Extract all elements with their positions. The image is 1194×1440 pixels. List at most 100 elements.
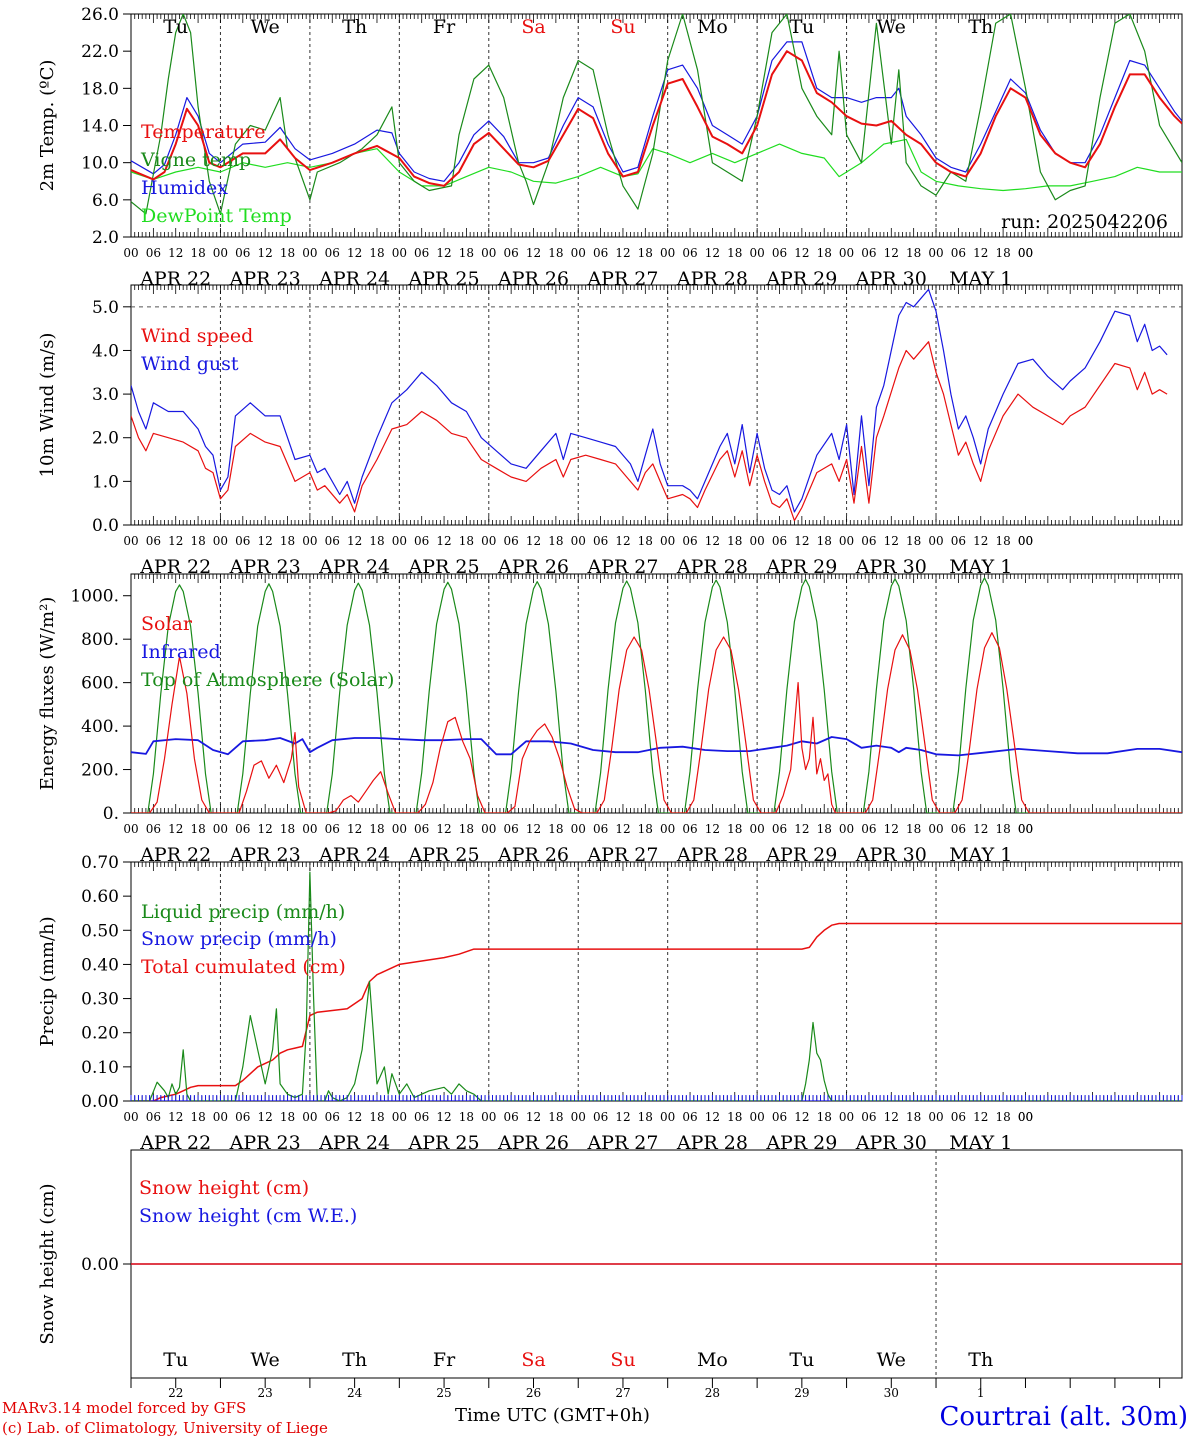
- hour-tick-label: 18: [548, 246, 563, 260]
- y-tick-label: 0.70: [81, 853, 119, 873]
- hour-tick-label: 00: [928, 534, 943, 548]
- hour-tick-label: 18: [548, 822, 563, 836]
- series-line-wind-speed: [131, 341, 1168, 522]
- hour-tick-label: 18: [190, 822, 205, 836]
- hour-tick-label: 00: [392, 822, 407, 836]
- y-tick-label: 0.60: [81, 887, 119, 907]
- hour-tick-label: 00: [749, 534, 764, 548]
- hour-tick-label: 06: [504, 246, 519, 260]
- y-tick-label: 0.40: [81, 955, 119, 975]
- day-label: Su: [610, 1349, 635, 1371]
- hour-tick-label: 06: [593, 1110, 608, 1124]
- date-label: APR 24: [318, 556, 390, 578]
- date-label: APR 30: [855, 1132, 927, 1154]
- day-label: Tu: [163, 16, 188, 38]
- hour-tick-label: 18: [995, 246, 1010, 260]
- plot-frame: [130, 573, 1183, 814]
- hour-tick-label: 00: [213, 1110, 228, 1124]
- hour-tick-label: 06: [235, 822, 250, 836]
- y-tick-label: 3.0: [92, 385, 119, 405]
- hour-tick-label: 00: [1018, 822, 1033, 836]
- hour-tick-label: 00: [1018, 822, 1033, 836]
- day-number: 29: [794, 1386, 809, 1400]
- day-label: We: [877, 1349, 906, 1371]
- day-label: Th: [968, 16, 993, 38]
- day-label: Sa: [521, 16, 545, 38]
- legend-entry: DewPoint Temp: [141, 205, 292, 227]
- y-tick-label: 14.0: [81, 117, 119, 137]
- date-label: APR 22: [139, 1132, 211, 1154]
- hour-tick-label: 00: [928, 246, 943, 260]
- hour-tick-label: 06: [682, 1110, 697, 1124]
- hour-tick-label: 06: [951, 246, 966, 260]
- date-label: APR 30: [855, 844, 927, 866]
- hour-tick-label: 12: [973, 246, 988, 260]
- y-tick-label: 0.0: [92, 516, 119, 536]
- hour-tick-label: 12: [973, 1110, 988, 1124]
- hour-tick-label: 06: [593, 246, 608, 260]
- hour-tick-label: 00: [660, 822, 675, 836]
- hour-tick-label: 00: [481, 822, 496, 836]
- hour-tick-label: 12: [526, 822, 541, 836]
- hour-tick-label: 12: [705, 1110, 720, 1124]
- hour-tick-label: 12: [884, 822, 899, 836]
- day-label: Th: [342, 16, 367, 38]
- hour-tick-label: 18: [369, 246, 384, 260]
- date-label: APR 29: [765, 1132, 837, 1154]
- y-tick-label: 0.00: [81, 1092, 119, 1112]
- run-annotation: run: 2025042206: [1001, 211, 1168, 233]
- series-line-dewpoint-temp: [131, 138, 1182, 192]
- legend-entry: Top of Atmosphere (Solar): [141, 669, 394, 691]
- legend-entry: Solar: [141, 613, 193, 635]
- day-label: Fr: [433, 1349, 456, 1371]
- hour-tick-label: 00: [123, 1110, 138, 1124]
- legend-entry: Snow height (cm): [139, 1177, 309, 1199]
- hour-tick-label: 00: [839, 246, 854, 260]
- hour-tick-label: 18: [459, 1110, 474, 1124]
- hour-tick-label: 00: [1018, 1110, 1033, 1124]
- date-label: APR 26: [497, 844, 569, 866]
- hour-tick-label: 12: [794, 1110, 809, 1124]
- hour-tick-label: 06: [593, 534, 608, 548]
- hour-tick-label: 12: [258, 534, 273, 548]
- hour-tick-label: 00: [481, 246, 496, 260]
- legend-entry: Vigne temp: [140, 149, 251, 171]
- hour-tick-label: 12: [526, 534, 541, 548]
- hour-tick-label: 12: [884, 534, 899, 548]
- hour-tick-label: 12: [347, 822, 362, 836]
- y-axis-label: 10m Wind (m/s): [37, 333, 58, 478]
- y-axis-label: Energy fluxes (W/m²): [37, 597, 58, 791]
- y-tick-label: 2.0: [92, 429, 119, 449]
- panel-precip: 00 06 12 18 00 06 12 18 00 06 12 18 00 06 12 18 00 06 12 18…: [37, 853, 1183, 1154]
- hour-tick-label: 12: [794, 246, 809, 260]
- day-label: Th: [968, 1349, 993, 1371]
- hour-tick-label: 00: [123, 534, 138, 548]
- series-line-temperature: [131, 50, 1182, 187]
- y-tick-label: 1000.: [70, 587, 119, 607]
- hour-tick-label: 12: [884, 246, 899, 260]
- hour-tick-label: 06: [682, 246, 697, 260]
- hour-tick-label: 12: [973, 822, 988, 836]
- y-tick-label: 26.0: [81, 5, 119, 25]
- date-label: APR 23: [229, 556, 301, 578]
- date-label: APR 28: [676, 844, 748, 866]
- date-label: APR 24: [318, 844, 390, 866]
- hour-tick-label: 12: [615, 822, 630, 836]
- time-axis-title: Time UTC (GMT+0h): [455, 1405, 650, 1426]
- hour-tick-label: 18: [369, 822, 384, 836]
- hour-tick-label: 06: [146, 246, 161, 260]
- series-line-wind-gust: [131, 288, 1168, 513]
- hour-tick-label: 12: [347, 534, 362, 548]
- hour-tick-label: 06: [325, 822, 340, 836]
- hour-tick-label: 00: [213, 822, 228, 836]
- hour-tick-label: 00: [302, 534, 317, 548]
- hour-tick-label: 06: [861, 534, 876, 548]
- hour-tick-label: 12: [436, 1110, 451, 1124]
- hour-tick-label: 12: [436, 246, 451, 260]
- hour-tick-label: 06: [861, 1110, 876, 1124]
- hour-tick-label: 06: [146, 534, 161, 548]
- hour-tick-label: 18: [727, 246, 742, 260]
- hour-tick-label: 00: [123, 246, 138, 260]
- hour-tick-label: 00: [928, 822, 943, 836]
